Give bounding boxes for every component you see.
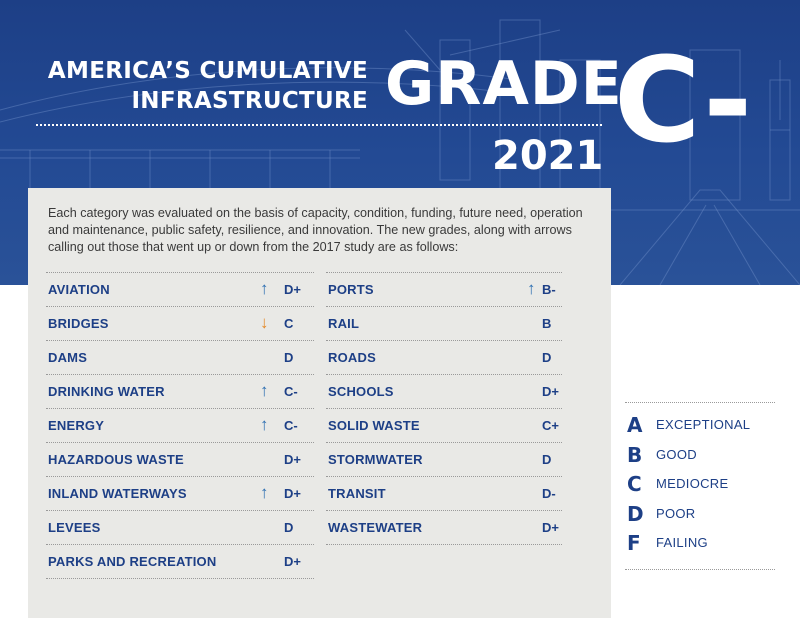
- overall-grade: C-: [614, 31, 753, 169]
- category-row: WASTEWATER D+: [326, 510, 562, 545]
- category-row: RAIL B: [326, 306, 562, 340]
- legend-label: MEDIOCRE: [656, 476, 729, 491]
- category-row: INLAND WATERWAYS ↑ D+: [46, 476, 314, 510]
- grade-word: GRADE: [385, 49, 623, 119]
- category-name: SCHOOLS: [328, 384, 394, 399]
- legend-item: A EXCEPTIONAL: [625, 411, 775, 441]
- category-grade: B-: [542, 282, 556, 297]
- legend-item: D POOR: [625, 500, 775, 530]
- legend-label: POOR: [656, 505, 696, 521]
- category-name: WASTEWATER: [328, 520, 423, 535]
- category-grade: C-: [284, 418, 298, 433]
- category-row: DRINKING WATER ↑ C-: [46, 374, 314, 408]
- category-name: DRINKING WATER: [48, 384, 165, 399]
- arrow-up-icon: ↑: [527, 279, 536, 298]
- grades-column-right: PORTS ↑ B- RAIL B ROADS D SCHOOLS D+ SOLID WASTE C…: [326, 272, 562, 545]
- category-row: LEVEES D: [46, 510, 314, 544]
- legend-label: GOOD: [656, 446, 697, 462]
- category-row: ENERGY ↑ C-: [46, 408, 314, 442]
- legend-letter: B: [627, 442, 643, 467]
- category-name: DAMS: [48, 350, 88, 365]
- legend-label: EXCEPTIONAL: [656, 417, 751, 432]
- category-grade: D: [284, 520, 294, 535]
- grades-panel: Each category was evaluated on the basis…: [28, 188, 611, 618]
- legend-item: F FAILING: [625, 529, 775, 559]
- legend-letter: D: [627, 501, 644, 526]
- category-grade: D+: [284, 554, 301, 569]
- year: 2021: [492, 133, 604, 179]
- category-grade: D+: [284, 486, 301, 501]
- category-name: PORTS: [328, 282, 374, 297]
- category-grade: D+: [542, 384, 559, 399]
- legend-letter: A: [627, 413, 643, 437]
- category-grade: C-: [284, 384, 298, 399]
- category-name: ENERGY: [48, 418, 105, 433]
- title-divider: [36, 124, 602, 126]
- category-name: PARKS AND RECREATION: [48, 554, 217, 569]
- legend-item: C MEDIOCRE: [625, 470, 775, 500]
- category-grade: D+: [542, 520, 559, 535]
- category-grade: D: [542, 350, 552, 365]
- title-line-2: INFRASTRUCTURE: [131, 88, 368, 114]
- category-row: PARKS AND RECREATION D+: [46, 544, 314, 579]
- title-block: AMERICA’S CUMULATIVE INFRASTRUCTURE: [48, 56, 368, 116]
- category-row: ROADS D: [326, 340, 562, 374]
- arrow-down-icon: ↓: [260, 313, 269, 332]
- title-line-1: AMERICA’S CUMULATIVE: [47, 58, 368, 84]
- category-grade: D: [284, 350, 294, 365]
- category-name: SOLID WASTE: [328, 418, 420, 433]
- category-grade: B: [542, 316, 552, 331]
- legend-label: FAILING: [656, 535, 708, 550]
- grade-legend: A EXCEPTIONAL B GOOD C MEDIOCRE D POOR F FAILING: [625, 402, 775, 570]
- category-name: LEVEES: [48, 520, 101, 535]
- category-row: SOLID WASTE C+: [326, 408, 562, 442]
- category-grade: C+: [542, 418, 559, 433]
- category-row: TRANSIT D-: [326, 476, 562, 510]
- arrow-up-icon: ↑: [260, 381, 269, 400]
- category-row: BRIDGES ↓ C: [46, 306, 314, 340]
- category-name: BRIDGES: [48, 316, 109, 331]
- category-row: PORTS ↑ B-: [326, 272, 562, 306]
- category-name: HAZARDOUS WASTE: [48, 452, 184, 467]
- category-row: HAZARDOUS WASTE D+: [46, 442, 314, 476]
- category-name: ROADS: [328, 350, 376, 365]
- grades-column-left: AVIATION ↑ D+ BRIDGES ↓ C DAMS D DRINKING WATER ↑…: [46, 272, 314, 579]
- category-row: STORMWATER D: [326, 442, 562, 476]
- category-name: STORMWATER: [328, 452, 423, 467]
- arrow-up-icon: ↑: [260, 279, 269, 298]
- category-grade: D: [542, 452, 552, 467]
- category-grade: D+: [284, 282, 301, 297]
- category-grade: C: [284, 316, 294, 331]
- category-row: DAMS D: [46, 340, 314, 374]
- category-name: RAIL: [328, 316, 360, 331]
- category-row: AVIATION ↑ D+: [46, 272, 314, 306]
- category-grade: D-: [542, 486, 556, 501]
- legend-item: B GOOD: [625, 441, 775, 471]
- arrow-up-icon: ↑: [260, 415, 269, 434]
- legend-letter: F: [627, 531, 641, 555]
- legend-letter: C: [627, 472, 642, 496]
- intro-text: Each category was evaluated on the basis…: [48, 206, 583, 254]
- category-row: SCHOOLS D+: [326, 374, 562, 408]
- cityscape-illustration: [0, 19, 800, 285]
- category-name: INLAND WATERWAYS: [48, 486, 187, 501]
- category-name: TRANSIT: [328, 486, 386, 501]
- category-name: AVIATION: [48, 282, 110, 297]
- category-grade: D+: [284, 452, 301, 467]
- arrow-up-icon: ↑: [260, 483, 269, 502]
